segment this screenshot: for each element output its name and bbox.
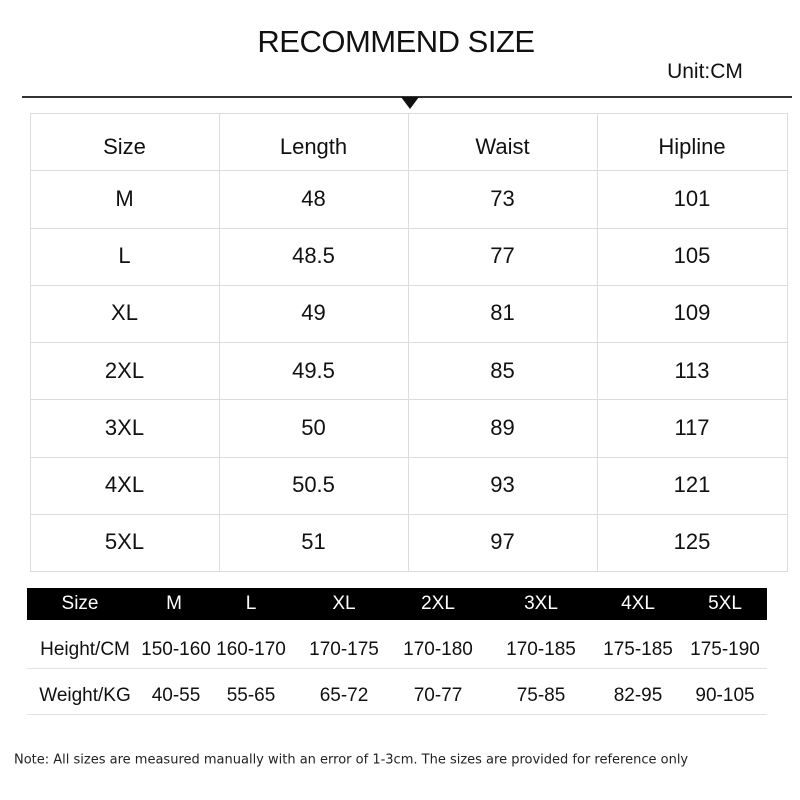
- table-value: 113: [674, 357, 710, 383]
- table-value: 75-85: [516, 685, 566, 706]
- row-line: [27, 668, 767, 669]
- table-value: 3XL: [104, 414, 145, 440]
- table-value: 170-185: [506, 639, 576, 660]
- table-value: 65-72: [319, 685, 369, 706]
- table-value: 160-170: [216, 639, 286, 660]
- table-value: 175-185: [603, 639, 673, 660]
- column-header: 4XL: [621, 593, 655, 614]
- row-label: Height/CM: [40, 639, 130, 660]
- table-value: XL: [111, 300, 138, 326]
- table-value: 81: [490, 300, 515, 326]
- table-value: 49.5: [292, 357, 335, 383]
- table-value: 40-55: [151, 685, 201, 706]
- table-value: 73: [490, 185, 515, 211]
- table-value: 48: [301, 185, 326, 211]
- table-value: 89: [490, 414, 515, 440]
- header-bar: [27, 588, 767, 620]
- table-value: 125: [673, 529, 711, 555]
- table-value: L: [118, 243, 131, 269]
- table-value: 170-180: [403, 639, 473, 660]
- table-value: 77: [490, 243, 515, 269]
- title: RECOMMEND SIZE: [257, 24, 535, 59]
- table-value: M: [115, 185, 134, 211]
- note: Note: All sizes are measured manually wi…: [14, 752, 689, 768]
- table-value: 101: [673, 185, 711, 211]
- column-header: Waist: [475, 133, 530, 159]
- table-value: 5XL: [104, 529, 145, 555]
- pointer: [401, 97, 419, 109]
- table-value: 70-77: [413, 685, 463, 706]
- table-value: 50: [301, 414, 326, 440]
- table-value: 55-65: [226, 685, 276, 706]
- table-value: 51: [301, 529, 326, 555]
- table-value: 170-175: [309, 639, 379, 660]
- row-line: [27, 714, 767, 715]
- column-header: L: [245, 593, 257, 614]
- column-header: XL: [332, 593, 356, 614]
- column-header: Length: [279, 133, 348, 159]
- table-value: 48.5: [292, 243, 335, 269]
- table-value: 50.5: [292, 472, 335, 498]
- table-value: 85: [490, 357, 515, 383]
- table-value: 150-160: [141, 639, 211, 660]
- table-value: 93: [490, 472, 515, 498]
- row-label: Weight/KG: [39, 685, 131, 706]
- table-value: 117: [674, 414, 710, 440]
- column-header: 3XL: [524, 593, 558, 614]
- column-header: Size: [61, 593, 99, 614]
- table-value: 109: [673, 300, 711, 326]
- unit: Unit:CM: [667, 60, 743, 83]
- table-value: 82-95: [613, 685, 663, 706]
- table-value: 49: [301, 300, 326, 326]
- column-header: Size: [103, 133, 146, 159]
- table-cell: [597, 513, 788, 572]
- table-value: 97: [490, 529, 515, 555]
- table-value: 2XL: [104, 357, 145, 383]
- table-value: 175-190: [690, 639, 760, 660]
- column-header: 5XL: [708, 593, 742, 614]
- column-header: Hipline: [658, 133, 726, 159]
- column-header: M: [166, 593, 182, 614]
- table-value: 90-105: [695, 685, 755, 706]
- table-value: 4XL: [104, 472, 145, 498]
- column-header: 2XL: [421, 593, 455, 614]
- table-value: 121: [673, 472, 711, 498]
- table-value: 105: [673, 243, 711, 269]
